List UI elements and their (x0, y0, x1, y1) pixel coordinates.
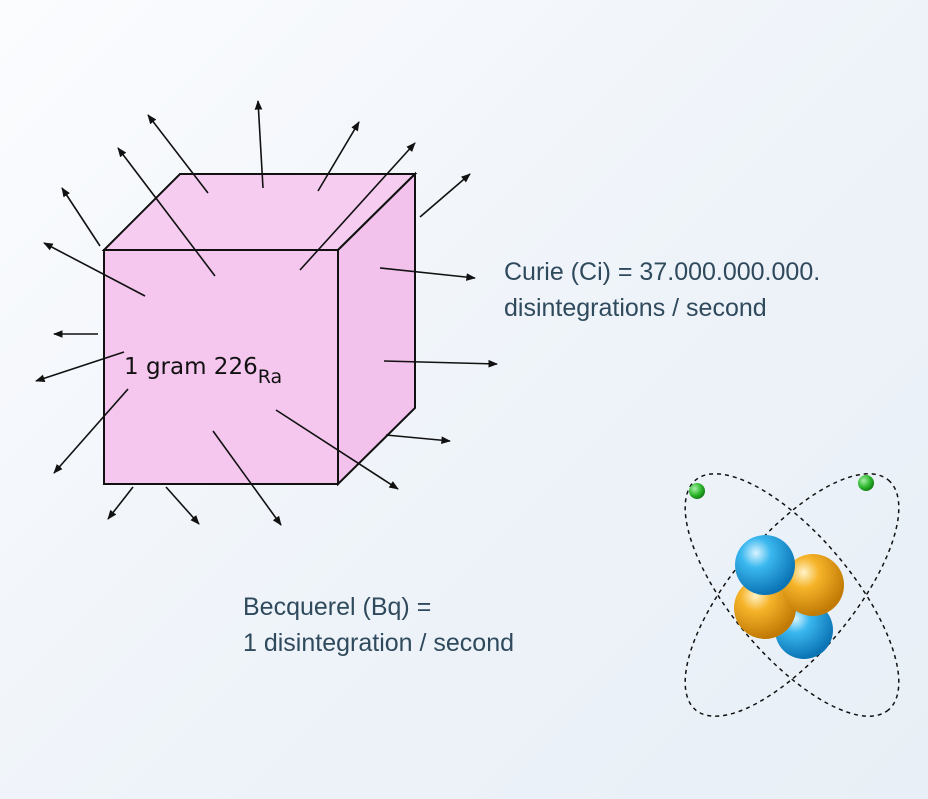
sample-mass-text: 1 gram 226 (124, 354, 258, 380)
arrow-icon (53, 388, 129, 474)
becquerel-line-2: 1 disintegration / second (243, 629, 515, 657)
arrow-icon (419, 173, 471, 218)
curie-line-1: Curie (Ci) = 37.000.000.000. (504, 258, 821, 286)
arrow-icon (43, 242, 146, 297)
arrow-icon (385, 434, 451, 445)
proton (734, 577, 796, 639)
electron (689, 483, 705, 499)
arrow-icon (61, 187, 101, 247)
electron-orbit (684, 473, 900, 717)
arrow-icon (165, 486, 200, 525)
electron (858, 475, 874, 491)
sample-label: 1 gram 226Ra (124, 354, 282, 388)
arrow-icon (35, 351, 125, 382)
arrow-icon (379, 267, 476, 281)
becquerel-line-1: Becquerel (Bq) = (243, 593, 432, 621)
arrow-icon (117, 147, 216, 277)
neutron (735, 535, 795, 595)
arrow-icon (317, 121, 360, 192)
proton (782, 554, 844, 616)
arrow-icon (147, 114, 209, 194)
cube-front-face (103, 249, 339, 485)
radium-cube (101, 171, 418, 487)
becquerel-definition: Becquerel (Bq) = 1 disintegration / seco… (243, 589, 514, 661)
emission-arrows (35, 100, 498, 526)
arrow-icon (212, 430, 282, 526)
arrow-icon (383, 359, 498, 368)
atom-icon (684, 473, 900, 717)
arrow-icon (299, 142, 416, 271)
sample-element-symbol: Ra (257, 366, 283, 388)
arrow-icon (107, 486, 134, 520)
curie-line-2: disintegrations / second (504, 294, 767, 322)
electron-orbit (684, 473, 900, 717)
arrow-icon (275, 409, 399, 490)
curie-definition: Curie (Ci) = 37.000.000.000. disintegrat… (504, 254, 820, 326)
arrow-icon (254, 100, 264, 189)
